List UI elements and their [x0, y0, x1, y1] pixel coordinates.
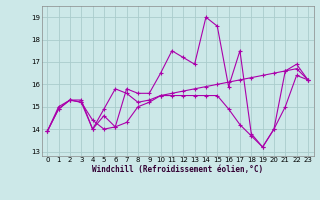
X-axis label: Windchill (Refroidissement éolien,°C): Windchill (Refroidissement éolien,°C) [92, 165, 263, 174]
